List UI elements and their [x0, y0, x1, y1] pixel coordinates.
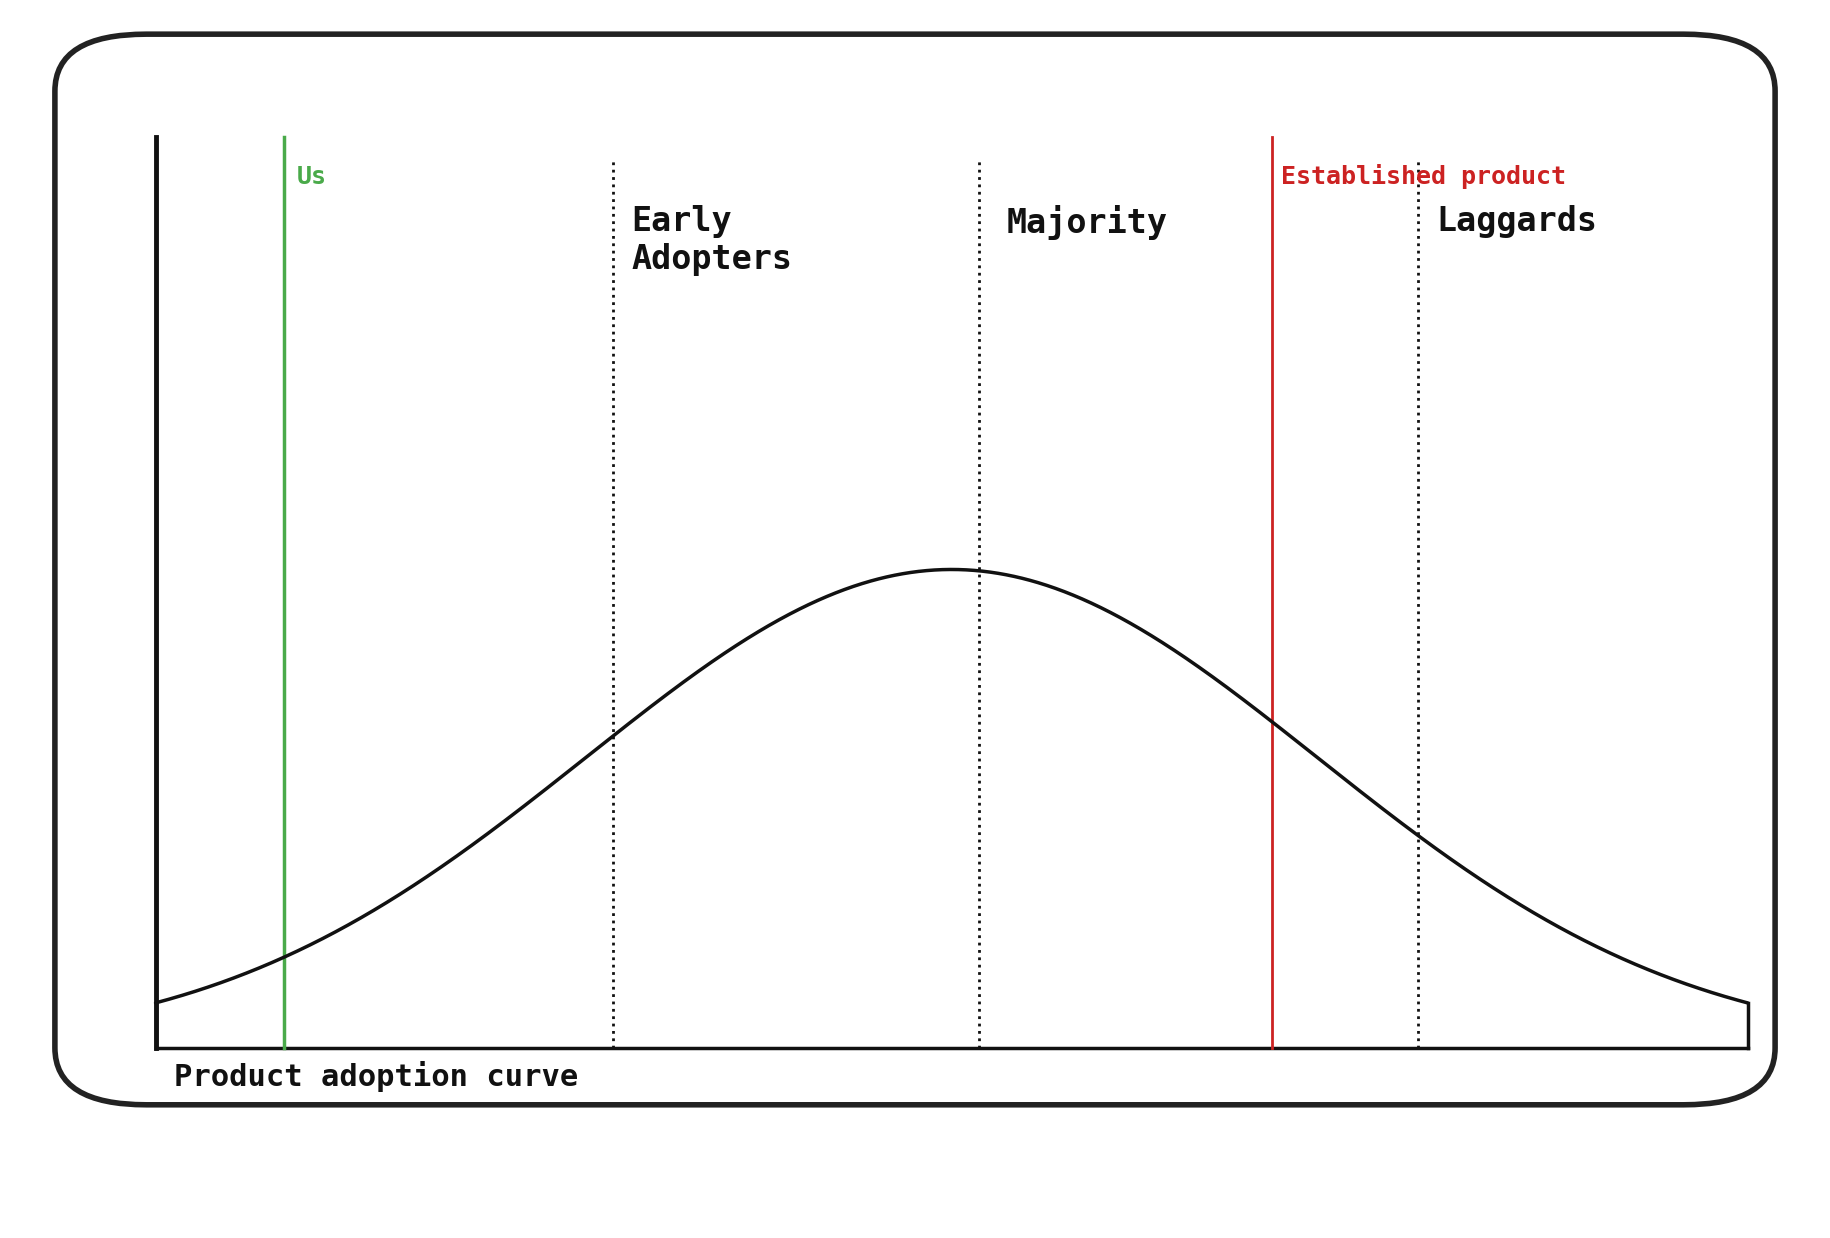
Text: Product adoption curve: Product adoption curve — [174, 1061, 578, 1092]
Text: Established product: Established product — [1281, 165, 1566, 189]
Text: Majority: Majority — [1007, 206, 1168, 240]
Text: Early
Adopters: Early Adopters — [631, 206, 792, 276]
FancyBboxPatch shape — [55, 35, 1775, 1104]
Text: Laggards: Laggards — [1437, 206, 1598, 238]
Text: Us: Us — [296, 165, 326, 188]
